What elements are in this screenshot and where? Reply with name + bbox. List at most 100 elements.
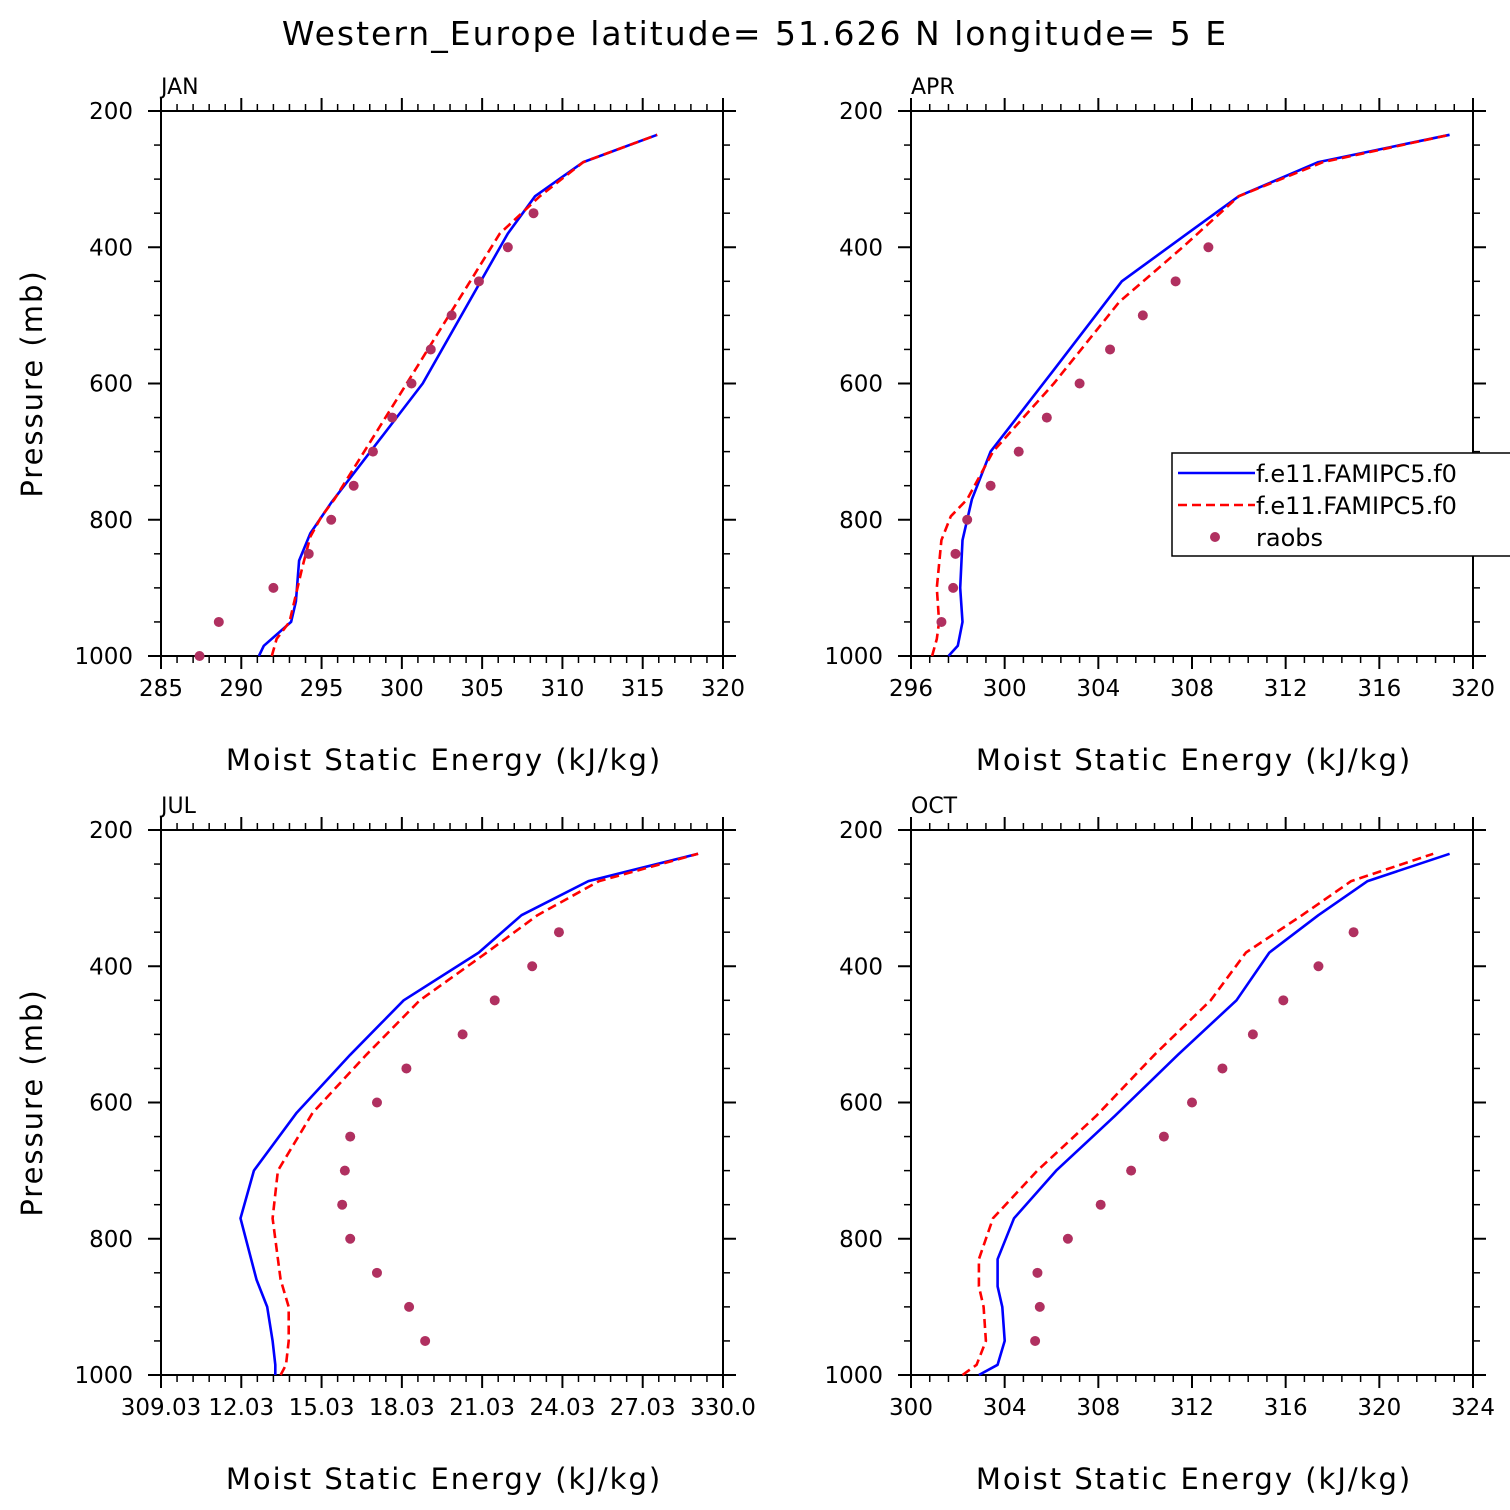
y-tick-label: 1000 [824,1363,883,1389]
y-tick-label: 1000 [824,644,883,670]
raobs-point [457,1029,468,1040]
x-tick-label: 309.03 [121,1395,201,1421]
model-line-dashed [930,133,1450,657]
x-axis-label: Moist Static Energy (kJ/kg) [226,743,662,777]
raobs-point [371,1097,382,1108]
x-tick-label: 305 [460,676,504,702]
raobs-point [1032,1267,1043,1278]
x-tick-label: 296 [889,676,933,702]
legend: f.e11.FAMIPC5.f0 f.e11.FAMIPC5.f0 raobs [1171,452,1510,557]
panel-oct: 300 304 308 312 316 320 324 200 400 600 800 1000 OCT… [824,794,1495,1496]
model-line-solid [257,133,658,657]
x-tick-label: 330.0 [690,1395,756,1421]
raobs-point [1034,1301,1045,1312]
plot-frame [910,110,1474,657]
raobs-point [406,378,417,389]
model-line-dashed [961,852,1434,1377]
x-tick-label: 24.03 [529,1395,595,1421]
raobs-point [339,1165,350,1176]
x-tick-label: 320 [1357,1395,1401,1421]
x-tick-label: 300 [889,1395,933,1421]
y-tick-label: 400 [839,954,883,980]
y-tick-label: 800 [89,1227,133,1253]
raobs-point [985,480,996,491]
x-tick-label: 300 [380,676,424,702]
raobs-point [425,344,436,355]
y-tick-label: 400 [89,235,133,261]
y-tick-label: 200 [839,99,883,125]
x-tick-label: 27.03 [610,1395,676,1421]
x-tick-label: 316 [1264,1395,1308,1421]
raobs-point [194,651,205,661]
y-axis-label: Pressure (mb) [15,988,49,1216]
raobs-point [367,446,378,457]
raobs-point [401,1063,412,1074]
x-tick-label: 295 [300,676,344,702]
raobs-point [345,1131,356,1142]
x-tick-label: 18.03 [369,1395,435,1421]
raobs-point [528,208,539,219]
x-tick-label: 304 [1076,676,1120,702]
panel-apr: 296 300 304 308 312 316 320 200 400 600 800 1000 APR… [824,75,1495,777]
x-tick-label: 316 [1357,676,1401,702]
raobs-point [502,242,513,253]
panel-title: OCT [911,794,958,819]
raobs-point [1137,310,1148,321]
x-tick-label: 12.03 [208,1395,274,1421]
y-tick-label: 200 [89,99,133,125]
raobs-point [345,1233,356,1244]
raobs-point [337,1199,348,1210]
y-tick-label: 600 [839,1091,883,1117]
raobs-point [1247,1029,1258,1040]
raobs-point [1313,961,1324,972]
x-tick-label: 320 [701,676,745,702]
y-tick-label: 800 [839,1227,883,1253]
raobs-point [1030,1335,1041,1346]
raobs-point [268,582,279,593]
raobs-point [1278,995,1289,1006]
raobs-point [213,616,224,627]
y-tick-label: 600 [839,372,883,398]
panel-title: JUL [159,794,197,819]
y-tick-label: 600 [89,372,133,398]
x-tick-label: 308 [1076,1395,1120,1421]
raobs-point [303,548,314,559]
raobs-point [1158,1131,1169,1142]
y-tick-label: 200 [839,818,883,844]
model-line-solid [239,852,699,1375]
raobs-point [1013,446,1024,457]
raobs-point [1095,1199,1106,1210]
model-line-dashed [270,133,658,657]
y-tick-label: 400 [839,235,883,261]
raobs-point [1170,276,1181,287]
raobs-point [1203,242,1214,253]
y-tick-label: 1000 [74,644,133,670]
y-tick-label: 800 [839,508,883,534]
raobs-point [446,310,457,321]
raobs-point [420,1335,431,1346]
legend-raobs-marker [1210,532,1220,542]
panel-title: APR [911,75,955,100]
x-tick-label: 310 [540,676,584,702]
legend-label: f.e11.FAMIPC5.f0 [1256,460,1457,488]
x-tick-label: 312 [1170,1395,1214,1421]
model-line-solid [947,133,1450,657]
figure-title: Western_Europe latitude= 51.626 N longit… [282,14,1228,53]
panel-jul: 309.03 12.03 15.03 18.03 21.03 24.03 27.03 330.… [15,794,756,1496]
model-line-solid [978,852,1451,1377]
raobs-point [962,514,973,525]
raobs-point [1074,378,1085,389]
y-tick-label: 400 [89,954,133,980]
y-tick-label: 800 [89,508,133,534]
x-tick-label: 312 [1264,676,1308,702]
plot-frame [160,110,724,657]
raobs-point [348,480,359,491]
x-axis-label: Moist Static Energy (kJ/kg) [976,743,1412,777]
x-tick-label: 15.03 [289,1395,355,1421]
y-tick-label: 200 [89,818,133,844]
y-tick-label: 1000 [74,1363,133,1389]
panels: 285 290 295 300 305 310 315 320 200 400 600 800 1000… [15,75,1495,1496]
raobs-point [1217,1063,1228,1074]
x-tick-label: 290 [219,676,263,702]
